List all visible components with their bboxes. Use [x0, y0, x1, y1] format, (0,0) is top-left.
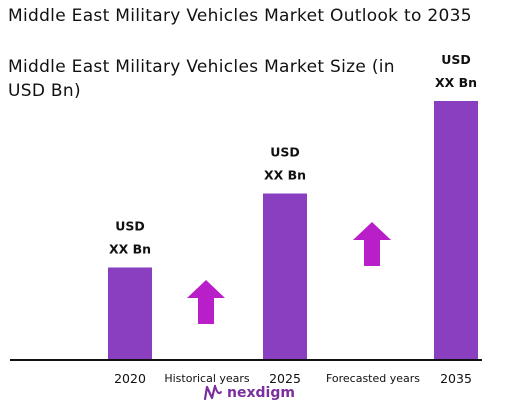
value-label-2020-line-2: XX Bn: [109, 242, 151, 257]
brand-logo: nexdigm: [203, 383, 295, 403]
chart-subtitle: Middle East Military Vehicles Market Siz…: [8, 57, 395, 101]
value-label-2035-line-1: USD: [441, 52, 471, 67]
period-label-2: Forecasted years: [326, 372, 420, 385]
value-label-2020-line-1: USD: [115, 219, 145, 234]
chart-title: Middle East Military Vehicles Market Out…: [8, 6, 472, 26]
value-label-2025-line-1: USD: [270, 145, 300, 160]
trend-arrow-up-icon-1: [187, 280, 225, 324]
bar-2020: [108, 267, 152, 360]
bar-2025: [263, 193, 307, 360]
nexdigm-logo-icon: [203, 384, 222, 401]
x-tick-label-2035: 2035: [440, 371, 472, 386]
value-label-2035-line-2: XX Bn: [435, 75, 477, 90]
trend-arrow-up-icon-2: [353, 222, 391, 266]
bar-2035: [434, 101, 478, 360]
x-tick-label-2025: 2025: [269, 371, 301, 386]
period-label-1: Historical years: [164, 372, 250, 385]
brand-name: nexdigm: [227, 385, 295, 401]
x-tick-label-2020: 2020: [114, 371, 146, 386]
value-label-2025-line-2: XX Bn: [264, 168, 306, 183]
